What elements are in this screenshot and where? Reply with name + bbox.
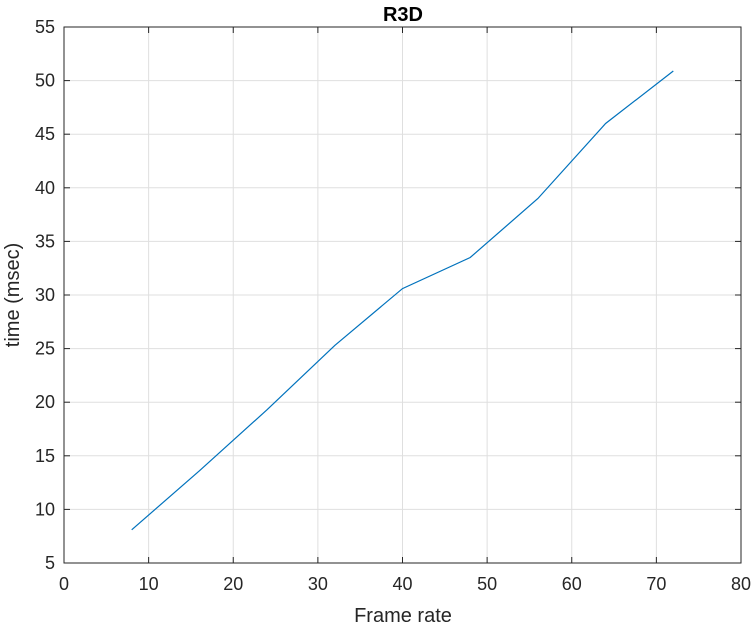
y-tick-label: 50 <box>35 71 55 91</box>
data-series <box>131 70 674 531</box>
x-tick-label: 10 <box>139 574 159 594</box>
x-axis-label: Frame rate <box>354 605 452 626</box>
x-tick-label: 60 <box>562 574 582 594</box>
y-tick-label: 25 <box>35 339 55 359</box>
series-line <box>131 70 674 531</box>
y-axis-ticks: 5 10 15 20 25 30 35 40 45 50 55 <box>35 17 741 573</box>
y-tick-label: 45 <box>35 124 55 144</box>
x-axis-ticks: 0 10 20 30 40 50 60 70 80 <box>59 27 751 594</box>
chart-title: R3D <box>383 4 423 26</box>
y-tick-label: 35 <box>35 231 55 251</box>
y-tick-label: 55 <box>35 17 55 37</box>
y-axis-label: time (msec) <box>2 243 24 347</box>
x-tick-label: 40 <box>392 574 412 594</box>
y-tick-label: 15 <box>35 446 55 466</box>
y-tick-label: 30 <box>35 285 55 305</box>
y-tick-label: 5 <box>45 553 55 573</box>
y-tick-label: 20 <box>35 392 55 412</box>
y-tick-label: 10 <box>35 499 55 519</box>
x-tick-label: 30 <box>308 574 328 594</box>
x-tick-label: 50 <box>477 574 497 594</box>
y-tick-label: 40 <box>35 178 55 198</box>
grid <box>63 26 742 564</box>
x-tick-label: 20 <box>223 574 243 594</box>
x-tick-label: 70 <box>646 574 666 594</box>
x-tick-label: 0 <box>59 574 69 594</box>
x-tick-label: 80 <box>731 574 751 594</box>
